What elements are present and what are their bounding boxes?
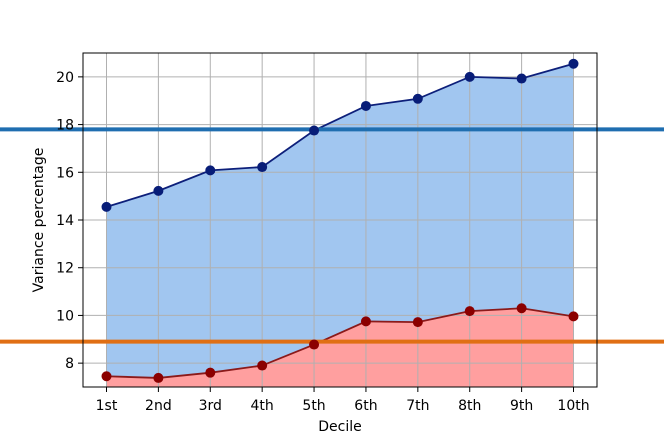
y-tick-label: 12: [56, 261, 74, 277]
area-fill-lower: [106, 308, 574, 387]
reference-lines: [0, 127, 664, 344]
series-1-point: [516, 73, 527, 84]
y-tick-label: 20: [56, 70, 74, 86]
series-1-point: [101, 201, 112, 212]
series-2-point: [412, 317, 423, 328]
series-1-point: [309, 125, 320, 136]
series-lines: [106, 62, 574, 379]
y-tick-label: 8: [65, 356, 74, 372]
x-tick-label: 4th: [251, 398, 274, 414]
y-axis-label: Variance percentage: [31, 148, 47, 293]
x-tick-label: 7th: [406, 398, 429, 414]
series-1-point: [257, 162, 268, 173]
x-tick-label: 2nd: [145, 398, 172, 414]
x-axis-label: Decile: [318, 419, 361, 435]
series-2-point: [464, 306, 475, 317]
x-tick-label: 10th: [557, 398, 589, 414]
x-tick-label: 9th: [510, 398, 533, 414]
data-points: [101, 58, 579, 383]
x-tick-label: 5th: [302, 398, 325, 414]
series-1-point: [412, 93, 423, 104]
series-line-2: [106, 307, 574, 379]
series-2-point: [516, 303, 527, 314]
series-1-point: [205, 165, 216, 176]
series-2-point: [309, 339, 320, 350]
series-2-point: [205, 367, 216, 378]
series-2-point: [153, 372, 164, 383]
series-2-point: [101, 371, 112, 382]
series-1-point: [153, 185, 164, 196]
x-tick-label: 1st: [96, 398, 118, 414]
y-tick-label: 18: [56, 118, 74, 134]
x-tick-label: 6th: [354, 398, 377, 414]
series-line-1: [106, 62, 574, 208]
y-tick-label: 14: [56, 213, 74, 229]
x-tick-label: 8th: [458, 398, 481, 414]
series-2-point: [360, 316, 371, 327]
gridlines: [83, 53, 597, 387]
axes: 1st 2nd 3rd 4th 5th 6th 7th 8th 9th 10th 8 10 12 14 16…: [56, 52, 598, 414]
area-fills: [106, 63, 574, 387]
series-1-point: [360, 100, 371, 111]
series-1-point: [464, 71, 475, 82]
series-2-point: [568, 311, 579, 322]
y-tick-label: 16: [56, 165, 74, 181]
y-tick-label: 10: [56, 308, 74, 324]
x-tick-label: 3rd: [199, 398, 222, 414]
series-2-point: [257, 360, 268, 371]
series-1-point: [568, 58, 579, 69]
area-fill-upper: [106, 63, 574, 378]
